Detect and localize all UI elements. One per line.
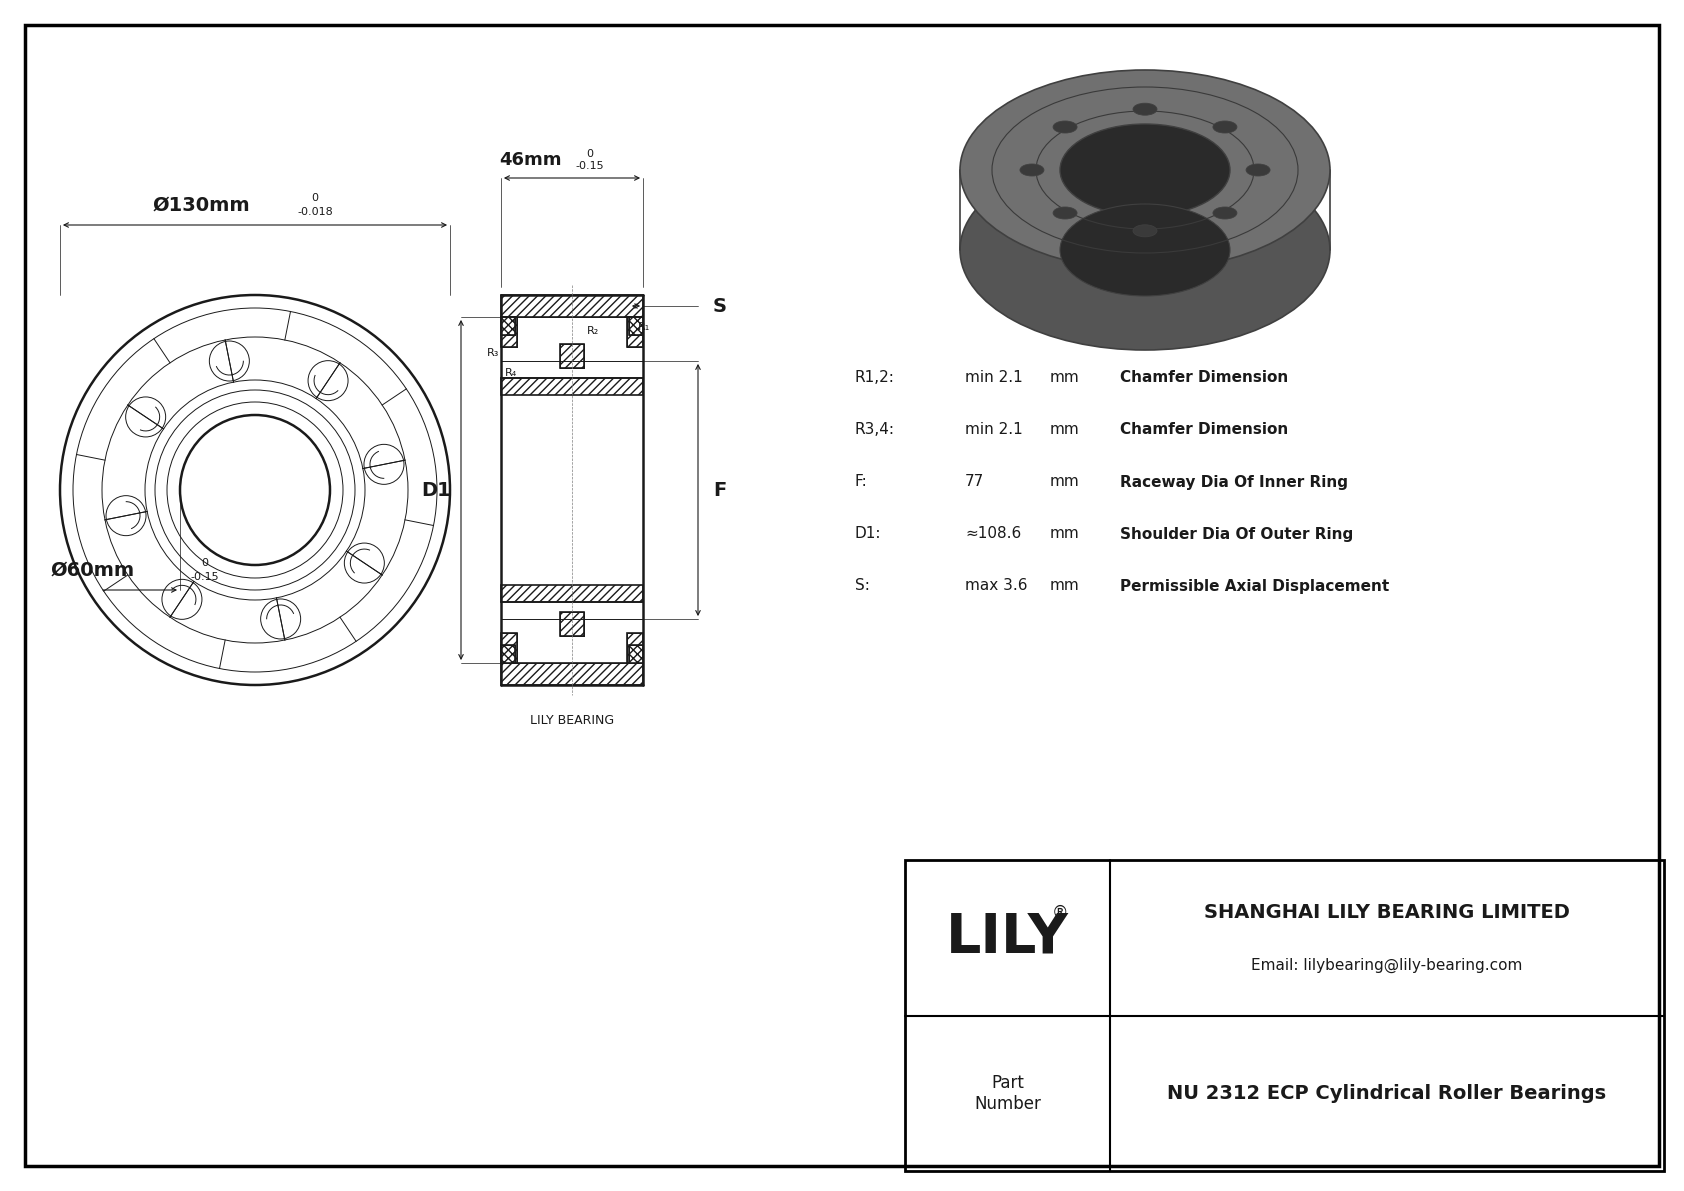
Ellipse shape [1133, 104, 1157, 116]
Text: min 2.1: min 2.1 [965, 423, 1022, 437]
Text: mm: mm [1051, 526, 1079, 542]
Text: mm: mm [1051, 579, 1079, 593]
Ellipse shape [1052, 207, 1078, 219]
Text: R3,4:: R3,4: [855, 423, 894, 437]
Ellipse shape [1133, 225, 1157, 237]
Text: S: S [712, 297, 727, 316]
Text: R₂: R₂ [588, 326, 600, 336]
Ellipse shape [1212, 121, 1238, 133]
Text: NU 2312 ECP Cylindrical Roller Bearings: NU 2312 ECP Cylindrical Roller Bearings [1167, 1084, 1607, 1103]
Ellipse shape [960, 150, 1330, 350]
Text: Chamfer Dimension: Chamfer Dimension [1120, 370, 1288, 386]
Text: Email: lilybearing@lily-bearing.com: Email: lilybearing@lily-bearing.com [1251, 958, 1522, 973]
Text: R1,2:: R1,2: [855, 370, 894, 386]
Text: R₄: R₄ [505, 368, 517, 378]
Bar [502, 295, 643, 317]
Bar [561, 612, 584, 636]
Text: R₃: R₃ [487, 348, 498, 358]
Text: mm: mm [1051, 423, 1079, 437]
Text: 77: 77 [965, 474, 983, 490]
Text: S:: S: [855, 579, 871, 593]
Text: 0: 0 [586, 149, 593, 160]
Ellipse shape [1021, 164, 1044, 176]
Text: Ø60mm: Ø60mm [51, 561, 135, 580]
Text: 0: 0 [202, 559, 209, 568]
Text: LILY BEARING: LILY BEARING [530, 713, 615, 727]
Text: -0.15: -0.15 [190, 572, 219, 582]
Text: LILY: LILY [946, 911, 1069, 965]
Bar [502, 663, 643, 685]
Bar [630, 646, 643, 663]
Text: min 2.1: min 2.1 [965, 370, 1022, 386]
Text: mm: mm [1051, 474, 1079, 490]
Text: D1:: D1: [855, 526, 881, 542]
Bar [502, 317, 515, 335]
Text: Shoulder Dia Of Outer Ring: Shoulder Dia Of Outer Ring [1120, 526, 1354, 542]
Ellipse shape [1052, 121, 1078, 133]
Bar [626, 317, 643, 347]
Ellipse shape [1246, 164, 1270, 176]
Text: R₁: R₁ [638, 322, 650, 332]
Text: mm: mm [1051, 370, 1079, 386]
Text: 46mm: 46mm [500, 151, 562, 169]
Bar [502, 317, 517, 347]
Text: Chamfer Dimension: Chamfer Dimension [1120, 423, 1288, 437]
Text: F: F [712, 480, 726, 499]
Text: D1: D1 [421, 480, 451, 499]
Bar [561, 344, 584, 368]
Bar [502, 378, 643, 395]
Bar [630, 317, 643, 335]
Ellipse shape [1212, 207, 1238, 219]
Ellipse shape [960, 70, 1330, 270]
Text: -0.018: -0.018 [296, 207, 333, 217]
Text: F:: F: [855, 474, 867, 490]
Text: Raceway Dia Of Inner Ring: Raceway Dia Of Inner Ring [1120, 474, 1347, 490]
Bar [626, 632, 643, 663]
Bar [502, 632, 517, 663]
Text: Part
Number: Part Number [973, 1074, 1041, 1112]
Text: ®: ® [1051, 904, 1068, 922]
Text: -0.15: -0.15 [576, 161, 605, 172]
Ellipse shape [1059, 204, 1229, 297]
Text: Permissible Axial Displacement: Permissible Axial Displacement [1120, 579, 1389, 593]
Text: 0: 0 [312, 193, 318, 202]
Ellipse shape [1059, 124, 1229, 216]
Text: ≈108.6: ≈108.6 [965, 526, 1021, 542]
Bar [502, 585, 643, 601]
Bar [502, 646, 515, 663]
Bar [904, 860, 1664, 1171]
Text: max 3.6: max 3.6 [965, 579, 1027, 593]
Text: Ø130mm: Ø130mm [152, 195, 249, 214]
Text: SHANGHAI LILY BEARING LIMITED: SHANGHAI LILY BEARING LIMITED [1204, 903, 1569, 922]
